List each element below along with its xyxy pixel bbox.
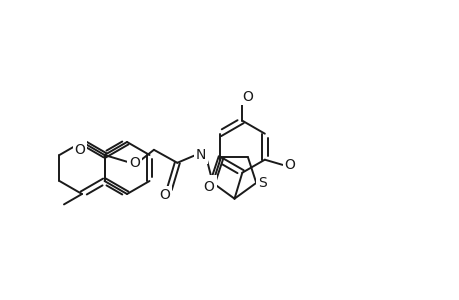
- Text: O: O: [284, 158, 294, 172]
- Text: N: N: [204, 177, 214, 191]
- Text: O: O: [129, 156, 140, 170]
- Text: O: O: [75, 140, 86, 154]
- Text: N: N: [195, 148, 206, 162]
- Text: O: O: [159, 188, 169, 202]
- Text: O: O: [241, 90, 252, 104]
- Text: O: O: [202, 180, 213, 194]
- Text: O: O: [74, 143, 85, 157]
- Text: S: S: [257, 176, 266, 190]
